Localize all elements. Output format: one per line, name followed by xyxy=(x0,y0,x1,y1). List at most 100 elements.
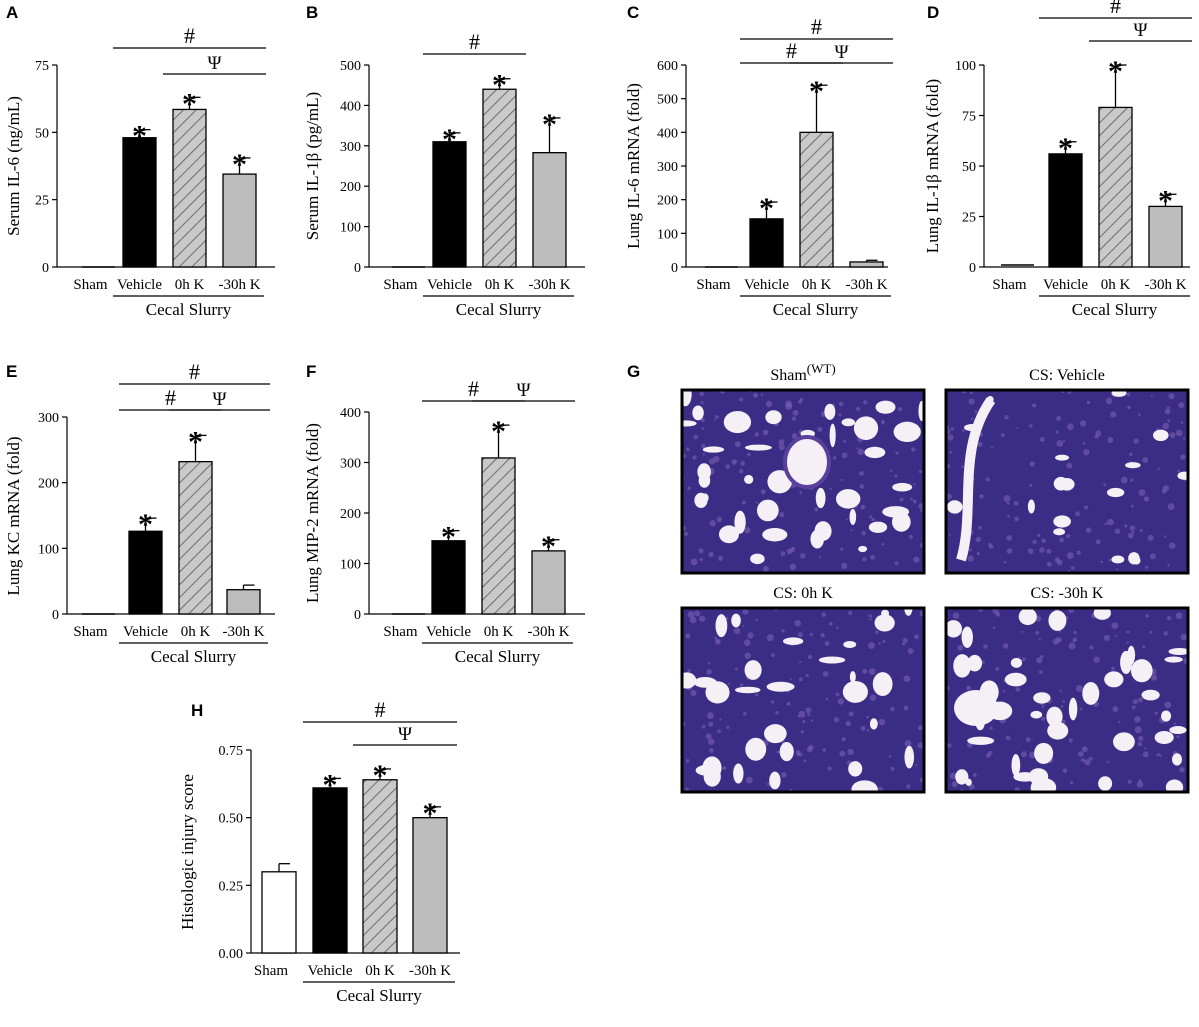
nucleus-dot xyxy=(1068,738,1073,743)
nucleus-dot xyxy=(981,660,985,664)
alveolar-space xyxy=(1125,462,1141,469)
alveolar-space xyxy=(869,718,878,730)
nucleus-dot xyxy=(1041,716,1046,721)
nucleus-dot xyxy=(1162,422,1170,430)
nucleus-dot xyxy=(1128,532,1134,539)
alveolar-space xyxy=(1127,645,1136,665)
bar xyxy=(362,779,398,954)
nucleus-dot xyxy=(802,720,806,724)
nucleus-dot xyxy=(1108,558,1112,562)
nucleus-dot xyxy=(1062,700,1066,703)
x-tick-label: Sham xyxy=(73,624,108,640)
hash-marker: # xyxy=(468,376,479,401)
histology-frame xyxy=(944,606,1190,794)
chart-e: E 0 100 200 300 Lung KC mRNA (fold) Sham * Vehic… xyxy=(4,359,275,666)
nucleus-dot xyxy=(869,515,873,519)
nucleus-dot xyxy=(1041,705,1045,708)
nucleus-dot xyxy=(840,547,844,551)
nucleus-dot xyxy=(739,683,744,687)
nucleus-dot xyxy=(871,517,875,522)
nucleus-dot xyxy=(733,627,741,635)
y-axis-label: Lung IL-1β mRNA (fold) xyxy=(923,79,942,253)
histology-title: CS: 0h K xyxy=(773,585,833,602)
nucleus-dot xyxy=(1115,568,1118,571)
nucleus-dot xyxy=(838,401,844,407)
nucleus-dot xyxy=(1176,735,1180,739)
bar xyxy=(432,141,467,268)
bar xyxy=(1048,153,1083,268)
histology-image-4: CS: -30h K xyxy=(944,585,1190,794)
nucleus-dot xyxy=(798,677,803,682)
nucleus-dot xyxy=(948,533,951,536)
nucleus-dot xyxy=(1029,483,1033,487)
y-tick-label: 400 xyxy=(340,406,361,421)
nucleus-dot xyxy=(825,697,829,701)
nucleus-dot xyxy=(692,455,697,460)
x-tick-label: -30h K xyxy=(528,277,570,293)
nucleus-dot xyxy=(799,491,802,494)
significance-star: * xyxy=(442,123,457,156)
histology-image-2: CS: Vehicle xyxy=(944,367,1190,575)
nucleus-dot xyxy=(809,633,813,637)
nucleus-dot xyxy=(786,701,791,706)
significance-star: * xyxy=(542,108,557,141)
bar xyxy=(226,589,261,615)
alveolar-space xyxy=(1111,390,1127,397)
nucleus-dot xyxy=(685,759,690,763)
alveolar-space xyxy=(705,681,730,704)
alveolar-space xyxy=(1068,697,1078,721)
nucleus-dot xyxy=(722,766,727,771)
nucleus-dot xyxy=(1081,758,1086,763)
nucleus-dot xyxy=(1179,767,1185,773)
alveolar-space xyxy=(824,403,836,420)
nucleus-dot xyxy=(1032,403,1037,408)
nucleus-dot xyxy=(870,555,875,560)
nucleus-dot xyxy=(859,484,865,489)
nucleus-dot xyxy=(1036,657,1043,664)
nucleus-dot xyxy=(1040,655,1044,659)
nucleus-dot xyxy=(1163,631,1169,636)
nucleus-dot xyxy=(1000,433,1005,438)
alveolar-space xyxy=(1053,528,1066,536)
nucleus-dot xyxy=(1046,561,1052,567)
nucleus-dot xyxy=(878,642,881,645)
nucleus-dot xyxy=(1103,483,1107,487)
nucleus-dot xyxy=(836,626,839,630)
nucleus-dot xyxy=(949,772,957,780)
nucleus-dot xyxy=(776,750,781,754)
alveolar-space xyxy=(848,761,863,777)
alveolar-space xyxy=(682,390,692,407)
alveolar-space xyxy=(1171,753,1183,766)
nucleus-dot xyxy=(1037,533,1041,537)
group-label: Cecal Slurry xyxy=(336,986,422,1005)
alveolar-space xyxy=(1154,731,1174,745)
significance-star: * xyxy=(759,192,774,225)
nucleus-dot xyxy=(843,439,847,443)
nucleus-dot xyxy=(845,518,848,521)
y-tick-label: 25 xyxy=(962,211,976,226)
x-tick-label: -30h K xyxy=(845,277,887,293)
nucleus-dot xyxy=(742,712,747,716)
alveolar-space xyxy=(829,423,836,448)
psi-marker: Ψ xyxy=(398,724,412,745)
nucleus-dot xyxy=(841,737,846,742)
nucleus-dot xyxy=(833,716,840,723)
significance-star: * xyxy=(323,768,338,801)
nucleus-dot xyxy=(1114,528,1121,535)
nucleus-dot xyxy=(766,634,774,642)
alveolar-space xyxy=(702,446,725,453)
alveolar-space xyxy=(1033,692,1051,704)
x-tick-label: 0h K xyxy=(484,624,514,640)
alveolar-space xyxy=(1055,454,1070,461)
nucleus-dot xyxy=(838,413,842,417)
alveolar-space xyxy=(1010,657,1023,668)
significance-star: * xyxy=(423,797,438,830)
x-tick-label: -30h K xyxy=(527,624,569,640)
nucleus-dot xyxy=(1039,437,1045,443)
y-tick-label: 300 xyxy=(38,411,59,426)
nucleus-dot xyxy=(1059,690,1062,693)
alveolar-space xyxy=(904,745,915,769)
nucleus-dot xyxy=(727,682,730,686)
y-tick-label: 75 xyxy=(35,59,49,74)
nucleus-dot xyxy=(875,630,879,635)
